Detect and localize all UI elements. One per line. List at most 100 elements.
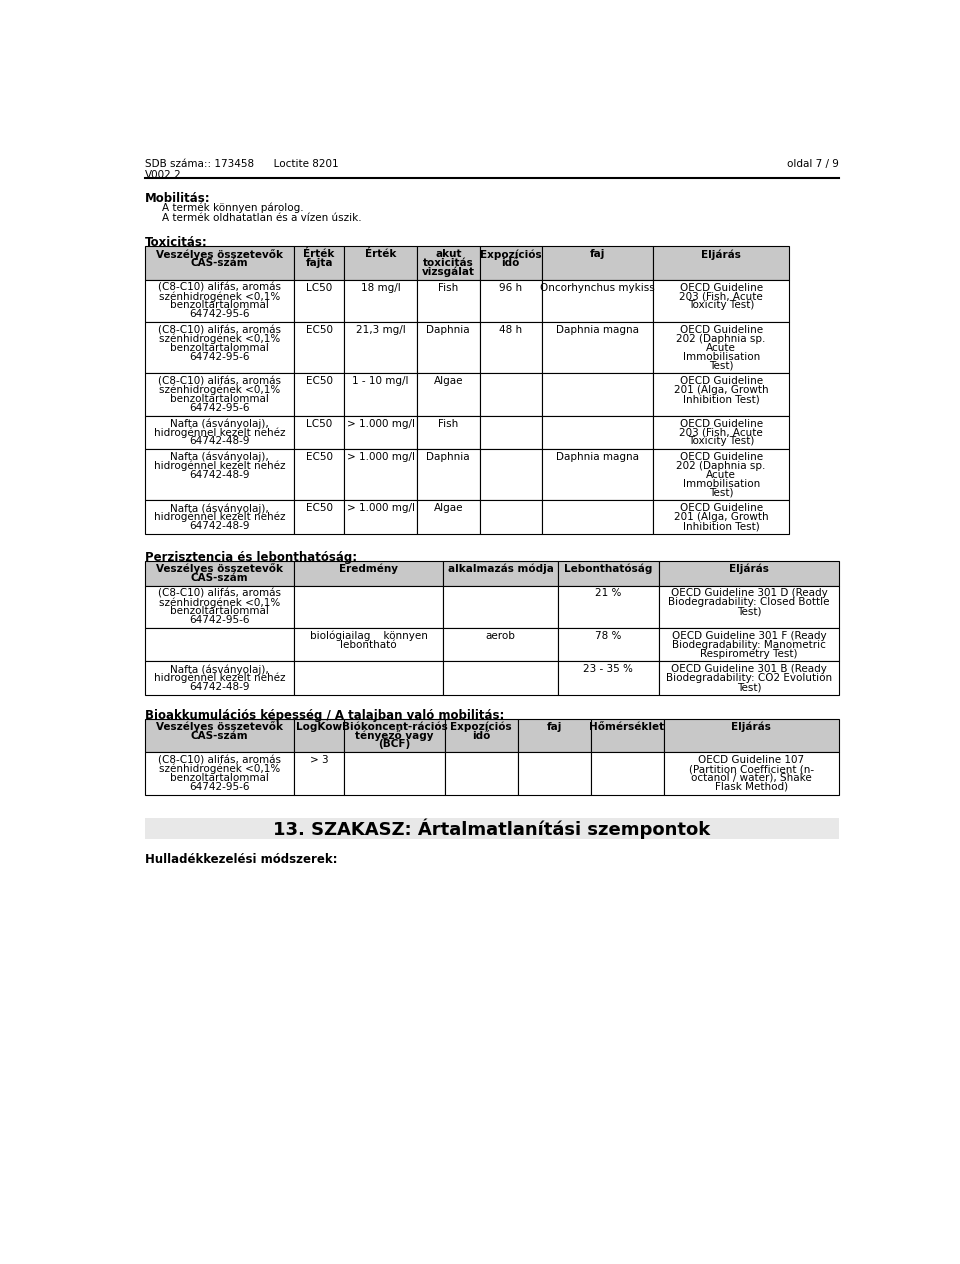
Text: Flask Method): Flask Method): [715, 781, 788, 791]
Bar: [479, 322, 542, 373]
Bar: [145, 818, 839, 839]
Bar: [417, 416, 479, 449]
Text: 21 %: 21 %: [595, 589, 621, 598]
Text: A termék könnyen párolog.: A termék könnyen párolog.: [162, 202, 303, 214]
Text: Expozíciós: Expozíciós: [480, 249, 541, 259]
Text: > 1.000 mg/l: > 1.000 mg/l: [347, 418, 415, 428]
Bar: [344, 501, 417, 533]
Text: biológiailag    könnyen: biológiailag könnyen: [310, 631, 428, 641]
Text: (C8-C10) alifás, aromás: (C8-C10) alifás, aromás: [158, 589, 281, 598]
Bar: [145, 585, 294, 628]
Bar: [558, 661, 659, 695]
Text: Daphnia: Daphnia: [426, 325, 470, 335]
Bar: [558, 561, 659, 585]
Text: Test): Test): [736, 683, 761, 691]
Text: Eredmény: Eredmény: [339, 564, 398, 574]
Text: Daphnia magna: Daphnia magna: [556, 453, 639, 463]
Text: akut: akut: [435, 249, 462, 259]
Text: Nafta (ásványolaj),: Nafta (ásványolaj),: [170, 503, 269, 513]
Text: alkalmazás módja: alkalmazás módja: [447, 564, 554, 574]
Text: Fish: Fish: [438, 418, 458, 428]
Bar: [517, 719, 590, 752]
Text: 96 h: 96 h: [499, 283, 522, 293]
Text: Algae: Algae: [434, 377, 463, 387]
Bar: [294, 628, 444, 661]
Text: SDB száma:: 173458      Loctite 8201: SDB száma:: 173458 Loctite 8201: [145, 159, 339, 169]
Bar: [294, 246, 344, 279]
Bar: [145, 752, 294, 795]
Text: benzoltartalommal: benzoltartalommal: [170, 301, 269, 311]
Bar: [444, 752, 517, 795]
Text: 203 (Fish, Acute: 203 (Fish, Acute: [680, 427, 763, 437]
Text: Eljárás: Eljárás: [732, 722, 771, 732]
Text: Daphnia: Daphnia: [426, 453, 470, 463]
Text: hidrogénnel kezelt nehéz: hidrogénnel kezelt nehéz: [154, 461, 285, 471]
Text: Inhibition Test): Inhibition Test): [683, 394, 759, 404]
Bar: [417, 449, 479, 501]
Bar: [542, 279, 653, 322]
Bar: [542, 322, 653, 373]
Text: szénhidrogének <0,1%: szénhidrogének <0,1%: [158, 597, 280, 608]
Bar: [659, 628, 839, 661]
Text: Lebonthatóság: Lebonthatóság: [564, 564, 653, 574]
Text: faj: faj: [546, 722, 562, 732]
Bar: [653, 279, 789, 322]
Bar: [145, 416, 294, 449]
Bar: [294, 585, 444, 628]
Bar: [294, 719, 344, 752]
Bar: [417, 373, 479, 416]
Text: faj: faj: [589, 249, 605, 259]
Bar: [663, 752, 839, 795]
Bar: [659, 585, 839, 628]
Bar: [344, 752, 444, 795]
Text: Hulladékkezelési módszerek:: Hulladékkezelési módszerek:: [145, 853, 337, 866]
Bar: [344, 373, 417, 416]
Text: EC50: EC50: [305, 453, 332, 463]
Text: 18 mg/l: 18 mg/l: [361, 283, 400, 293]
Bar: [653, 501, 789, 533]
Bar: [590, 719, 663, 752]
Text: 64742-48-9: 64742-48-9: [189, 470, 250, 480]
Text: Toxicity Test): Toxicity Test): [688, 301, 755, 311]
Text: szénhidrogének <0,1%: szénhidrogének <0,1%: [158, 386, 280, 396]
Bar: [659, 561, 839, 585]
Text: fajta: fajta: [305, 258, 333, 268]
Text: Test): Test): [708, 488, 733, 498]
Text: 1 - 10 mg/l: 1 - 10 mg/l: [352, 377, 409, 387]
Text: lebontható: lebontható: [341, 640, 397, 650]
Text: 64742-95-6: 64742-95-6: [189, 616, 250, 624]
Bar: [479, 416, 542, 449]
Text: 202 (Daphnia sp.: 202 (Daphnia sp.: [677, 461, 766, 471]
Bar: [542, 373, 653, 416]
Bar: [558, 628, 659, 661]
Text: Mobilitás:: Mobilitás:: [145, 192, 210, 205]
Text: Daphnia magna: Daphnia magna: [556, 325, 639, 335]
Bar: [653, 449, 789, 501]
Text: A termék oldhatatlan és a vízen úszik.: A termék oldhatatlan és a vízen úszik.: [162, 212, 362, 222]
Bar: [542, 416, 653, 449]
Text: LC50: LC50: [306, 283, 332, 293]
Bar: [479, 501, 542, 533]
Text: vizsgálat: vizsgálat: [421, 267, 475, 277]
Text: OECD Guideline 301 D (Ready: OECD Guideline 301 D (Ready: [670, 589, 828, 598]
Bar: [542, 501, 653, 533]
Text: OECD Guideline: OECD Guideline: [680, 418, 762, 428]
Text: LC50: LC50: [306, 418, 332, 428]
Text: 201 (Alga, Growth: 201 (Alga, Growth: [674, 386, 768, 396]
Text: benzoltartalommal: benzoltartalommal: [170, 772, 269, 782]
Text: (C8-C10) alifás, aromás: (C8-C10) alifás, aromás: [158, 283, 281, 293]
Bar: [542, 246, 653, 279]
Text: 78 %: 78 %: [595, 631, 621, 641]
Bar: [417, 246, 479, 279]
Text: Bioakkumulációs képesség / A talajban való mobilitás:: Bioakkumulációs képesség / A talajban va…: [145, 709, 504, 722]
Text: benzoltartalommal: benzoltartalommal: [170, 607, 269, 616]
Bar: [344, 719, 444, 752]
Text: (C8-C10) alifás, aromás: (C8-C10) alifás, aromás: [158, 325, 281, 335]
Text: Biókoncent-rációs: Biókoncent-rációs: [342, 722, 447, 732]
Text: Toxicity Test): Toxicity Test): [688, 436, 755, 446]
Bar: [344, 449, 417, 501]
Bar: [417, 322, 479, 373]
Text: Oncorhynchus mykiss: Oncorhynchus mykiss: [540, 283, 655, 293]
Bar: [344, 416, 417, 449]
Text: hidrogénnel kezelt nehéz: hidrogénnel kezelt nehéz: [154, 512, 285, 522]
